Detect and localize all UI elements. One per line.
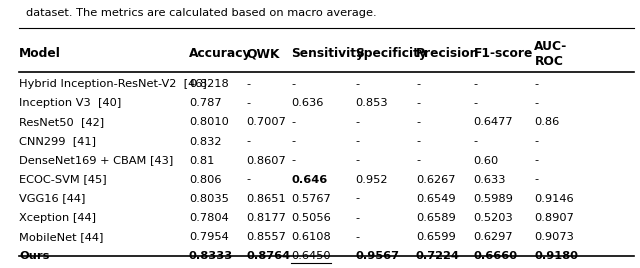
- Text: 0.806: 0.806: [189, 174, 221, 185]
- Text: -: -: [474, 98, 477, 109]
- Text: 0.7804: 0.7804: [189, 213, 228, 223]
- Text: 0.6267: 0.6267: [416, 174, 456, 185]
- Text: Xception [44]: Xception [44]: [19, 213, 96, 223]
- Text: -: -: [291, 155, 295, 166]
- Text: Ours: Ours: [19, 251, 49, 261]
- Text: 0.646: 0.646: [291, 174, 328, 185]
- Text: -: -: [474, 79, 477, 90]
- Text: F1-score: F1-score: [474, 47, 533, 60]
- Text: 0.8177: 0.8177: [246, 213, 286, 223]
- Text: 0.86: 0.86: [534, 117, 559, 128]
- Text: 0.853: 0.853: [355, 98, 388, 109]
- Text: VGG16 [44]: VGG16 [44]: [19, 193, 86, 204]
- Text: 0.8607: 0.8607: [246, 155, 286, 166]
- Text: -: -: [416, 136, 420, 147]
- Text: MobileNet [44]: MobileNet [44]: [19, 232, 104, 242]
- Text: 0.9146: 0.9146: [534, 193, 574, 204]
- Text: Model: Model: [19, 47, 61, 60]
- Text: 0.5767: 0.5767: [291, 193, 331, 204]
- Text: 0.6660: 0.6660: [474, 251, 518, 261]
- Text: -: -: [416, 79, 420, 90]
- Text: AUC-
ROC: AUC- ROC: [534, 40, 568, 68]
- Text: dataset. The metrics are calculated based on macro average.: dataset. The metrics are calculated base…: [26, 8, 376, 18]
- Text: 0.6549: 0.6549: [416, 193, 456, 204]
- Text: QWK: QWK: [246, 47, 280, 60]
- Text: 0.6599: 0.6599: [416, 232, 456, 242]
- Text: 0.6108: 0.6108: [291, 232, 331, 242]
- Text: 0.5989: 0.5989: [474, 193, 513, 204]
- Text: CNN299  [41]: CNN299 [41]: [19, 136, 96, 147]
- Text: Accuracy: Accuracy: [189, 47, 252, 60]
- Text: -: -: [534, 174, 538, 185]
- Text: 0.7954: 0.7954: [189, 232, 228, 242]
- Text: -: -: [246, 98, 250, 109]
- Text: 0.60: 0.60: [474, 155, 499, 166]
- Text: 0.9567: 0.9567: [355, 251, 399, 261]
- Text: 0.8764: 0.8764: [246, 251, 291, 261]
- Text: 0.6477: 0.6477: [474, 117, 513, 128]
- Text: -: -: [355, 193, 359, 204]
- Text: -: -: [534, 98, 538, 109]
- Text: 0.9073: 0.9073: [534, 232, 574, 242]
- Text: Precision: Precision: [416, 47, 479, 60]
- Text: 0.7007: 0.7007: [246, 117, 286, 128]
- Text: 0.8557: 0.8557: [246, 232, 286, 242]
- Text: 0.7224: 0.7224: [416, 251, 460, 261]
- Text: Sensitivity: Sensitivity: [291, 47, 364, 60]
- Text: 0.8333: 0.8333: [189, 251, 233, 261]
- Text: 0.8218: 0.8218: [189, 79, 228, 90]
- Text: -: -: [355, 155, 359, 166]
- Text: 0.5056: 0.5056: [291, 213, 331, 223]
- Text: -: -: [246, 136, 250, 147]
- Text: ResNet50  [42]: ResNet50 [42]: [19, 117, 104, 128]
- Text: 0.9180: 0.9180: [534, 251, 579, 261]
- Text: 0.8010: 0.8010: [189, 117, 228, 128]
- Text: 0.787: 0.787: [189, 98, 221, 109]
- Text: -: -: [246, 174, 250, 185]
- Text: -: -: [355, 213, 359, 223]
- Text: -: -: [355, 117, 359, 128]
- Text: 0.6589: 0.6589: [416, 213, 456, 223]
- Text: -: -: [355, 79, 359, 90]
- Text: -: -: [291, 117, 295, 128]
- Text: 0.952: 0.952: [355, 174, 388, 185]
- Text: 0.6450: 0.6450: [291, 251, 331, 261]
- Text: Specificity: Specificity: [355, 47, 427, 60]
- Text: -: -: [534, 136, 538, 147]
- Text: 0.8651: 0.8651: [246, 193, 286, 204]
- Text: 0.8907: 0.8907: [534, 213, 574, 223]
- Text: 0.8035: 0.8035: [189, 193, 228, 204]
- Text: 0.81: 0.81: [189, 155, 214, 166]
- Text: 0.633: 0.633: [474, 174, 506, 185]
- Text: -: -: [534, 79, 538, 90]
- Text: 0.832: 0.832: [189, 136, 221, 147]
- Text: -: -: [416, 117, 420, 128]
- Text: -: -: [534, 155, 538, 166]
- Text: -: -: [355, 232, 359, 242]
- Text: -: -: [416, 98, 420, 109]
- Text: Inception V3  [40]: Inception V3 [40]: [19, 98, 122, 109]
- Text: -: -: [474, 136, 477, 147]
- Text: 0.636: 0.636: [291, 98, 324, 109]
- Text: -: -: [246, 79, 250, 90]
- Text: 0.5203: 0.5203: [474, 213, 513, 223]
- Text: -: -: [355, 136, 359, 147]
- Text: -: -: [291, 79, 295, 90]
- Text: -: -: [291, 136, 295, 147]
- Text: -: -: [416, 155, 420, 166]
- Text: 0.6297: 0.6297: [474, 232, 513, 242]
- Text: ECOC-SVM [45]: ECOC-SVM [45]: [19, 174, 107, 185]
- Text: Hybrid Inception-ResNet-V2  [46]: Hybrid Inception-ResNet-V2 [46]: [19, 79, 207, 90]
- Text: DenseNet169 + CBAM [43]: DenseNet169 + CBAM [43]: [19, 155, 173, 166]
